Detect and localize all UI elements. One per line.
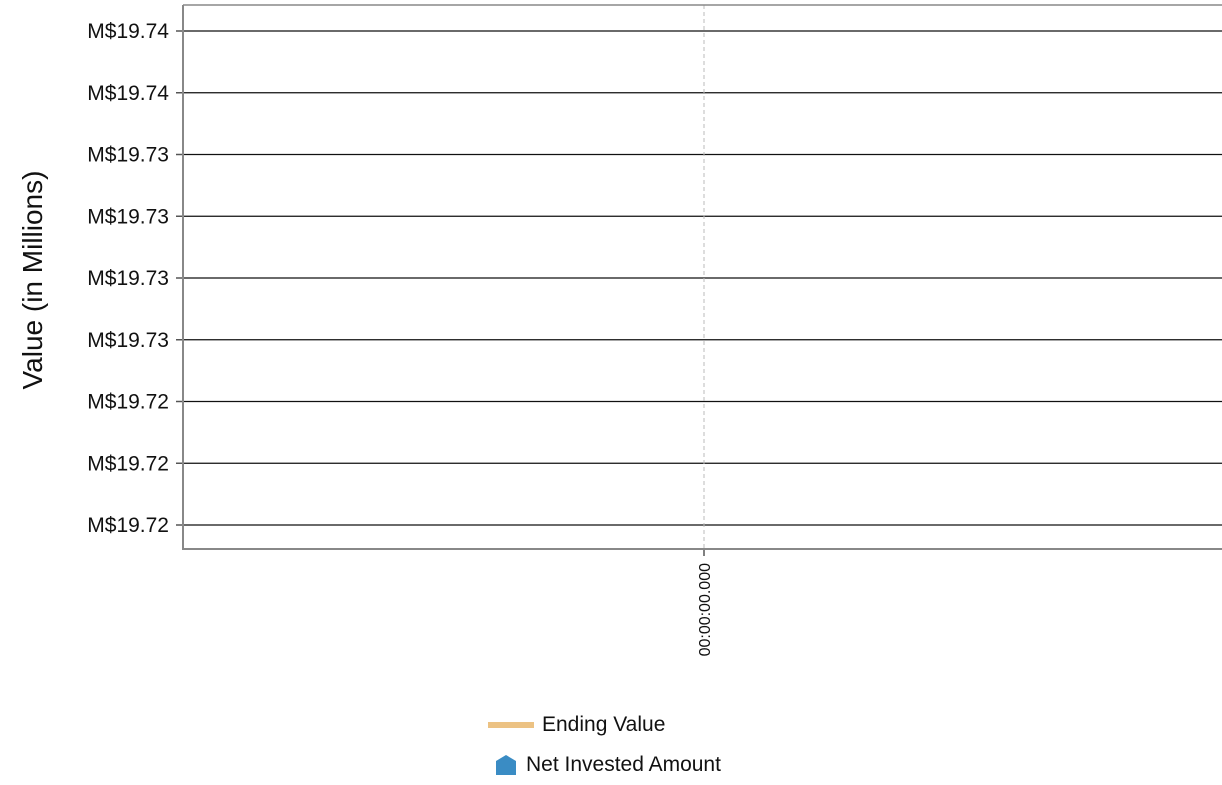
legend-label: Net Invested Amount bbox=[526, 753, 721, 776]
legend-label: Ending Value bbox=[542, 713, 666, 736]
legend-item-net-invested-amount[interactable]: Net Invested Amount bbox=[488, 745, 808, 785]
pentagon-marker-icon bbox=[496, 755, 516, 775]
y-axis-ticks: M$19.74 M$19.74 M$19.73 M$19.73 M$19.73 M$19.… bbox=[87, 20, 183, 537]
y-tick-label: M$19.73 bbox=[87, 267, 169, 290]
y-tick-label: M$19.73 bbox=[87, 205, 169, 228]
legend-item-ending-value[interactable]: Ending Value bbox=[488, 705, 808, 745]
y-tick-label: M$19.72 bbox=[87, 514, 169, 537]
x-axis-ticks: 00:00:00.000 bbox=[697, 5, 714, 656]
y-tick-label: M$19.72 bbox=[87, 391, 169, 414]
y-tick-label: M$19.73 bbox=[87, 329, 169, 352]
y-grid-lines bbox=[183, 30, 1222, 526]
y-tick-label: M$19.74 bbox=[87, 82, 169, 105]
y-tick-label: M$19.74 bbox=[87, 20, 169, 43]
y-axis-title: Value (in Millions) bbox=[17, 171, 48, 390]
x-tick-label: 00:00:00.000 bbox=[697, 563, 714, 657]
y-tick-label: M$19.73 bbox=[87, 144, 169, 167]
y-tick-label: M$19.72 bbox=[87, 452, 169, 475]
line-swatch-icon bbox=[488, 722, 534, 728]
chart: M$19.74 M$19.74 M$19.73 M$19.73 M$19.73 M$19.… bbox=[17, 4, 1222, 656]
legend: Ending Value Net Invested Amount bbox=[488, 705, 808, 785]
